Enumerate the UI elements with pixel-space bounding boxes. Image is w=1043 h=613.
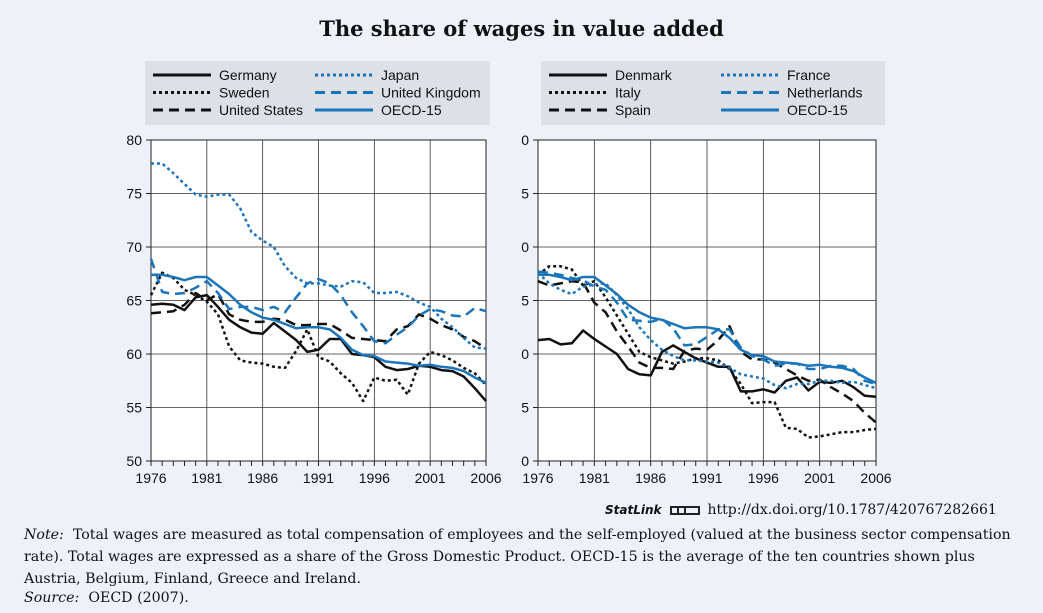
x-tick-label: 1986 — [247, 470, 278, 486]
y-tick-label: 80 — [126, 132, 142, 148]
series-line — [151, 162, 487, 350]
y-tick-label: 65 — [126, 293, 142, 309]
legend-label: United States — [219, 102, 303, 118]
legend-label: OECD-15 — [787, 102, 848, 118]
x-tick-label: 1976 — [522, 470, 553, 486]
legend-label: Denmark — [615, 67, 673, 83]
statlink-url[interactable]: http://dx.doi.org/10.1787/420767282661 — [707, 502, 997, 518]
x-tick-label: 2006 — [470, 470, 501, 486]
y-tick-label: 75 — [521, 186, 529, 202]
series-line — [538, 273, 877, 385]
legend-label: France — [787, 67, 831, 83]
x-tick-label: 1996 — [359, 470, 390, 486]
y-tick-label: 50 — [521, 453, 529, 469]
legend-label: Japan — [381, 67, 419, 83]
y-tick-label: 70 — [126, 239, 142, 255]
x-tick-label: 2001 — [804, 470, 835, 486]
x-tick-label: 1996 — [748, 470, 779, 486]
x-tick-label: 2006 — [860, 470, 891, 486]
series-line — [150, 293, 487, 402]
legend-label: Spain — [615, 102, 651, 118]
legend-label: United Kingdom — [381, 85, 481, 101]
legend-label: Netherlands — [787, 85, 863, 101]
legend-label: OECD-15 — [381, 102, 442, 118]
legend-label: Italy — [615, 85, 641, 101]
y-tick-label: 80 — [521, 132, 529, 148]
y-tick-label: 60 — [521, 346, 529, 362]
statlink[interactable]: StatLink http://dx.doi.org/10.1787/42076… — [605, 502, 1025, 518]
x-tick-label: 1991 — [691, 470, 722, 486]
note: Note: Total wages are measured as total … — [24, 524, 1024, 590]
note-label: Note: — [24, 527, 64, 543]
x-tick-label: 1981 — [191, 470, 222, 486]
legend-label: Sweden — [219, 85, 270, 101]
series-line — [150, 291, 487, 350]
legend-label: Germany — [219, 67, 277, 83]
series-line — [151, 273, 487, 385]
x-tick-label: 1991 — [303, 470, 334, 486]
y-tick-label: 60 — [126, 346, 142, 362]
series-line — [537, 271, 877, 390]
x-tick-label: 2001 — [415, 470, 446, 486]
statlink-icon — [669, 505, 700, 515]
series-line — [537, 265, 877, 439]
statlink-label: StatLink — [605, 503, 662, 517]
series-line — [149, 258, 487, 345]
source-label: Source: — [24, 590, 80, 606]
x-tick-label: 1986 — [635, 470, 666, 486]
y-tick-label: 75 — [126, 186, 142, 202]
x-tick-label: 1981 — [579, 470, 610, 486]
y-tick-label: 55 — [126, 400, 142, 416]
y-tick-label: 50 — [126, 453, 142, 469]
source-text: OECD (2007). — [88, 590, 189, 606]
y-tick-label: 55 — [521, 400, 529, 416]
y-tick-label: 65 — [521, 293, 529, 309]
note-text: Total wages are measured as total compen… — [24, 527, 1011, 587]
chart-title: The share of wages in value added — [319, 16, 724, 41]
source: Source: OECD (2007). — [24, 590, 189, 606]
y-tick-label: 70 — [521, 239, 529, 255]
x-tick-label: 1976 — [135, 470, 166, 486]
